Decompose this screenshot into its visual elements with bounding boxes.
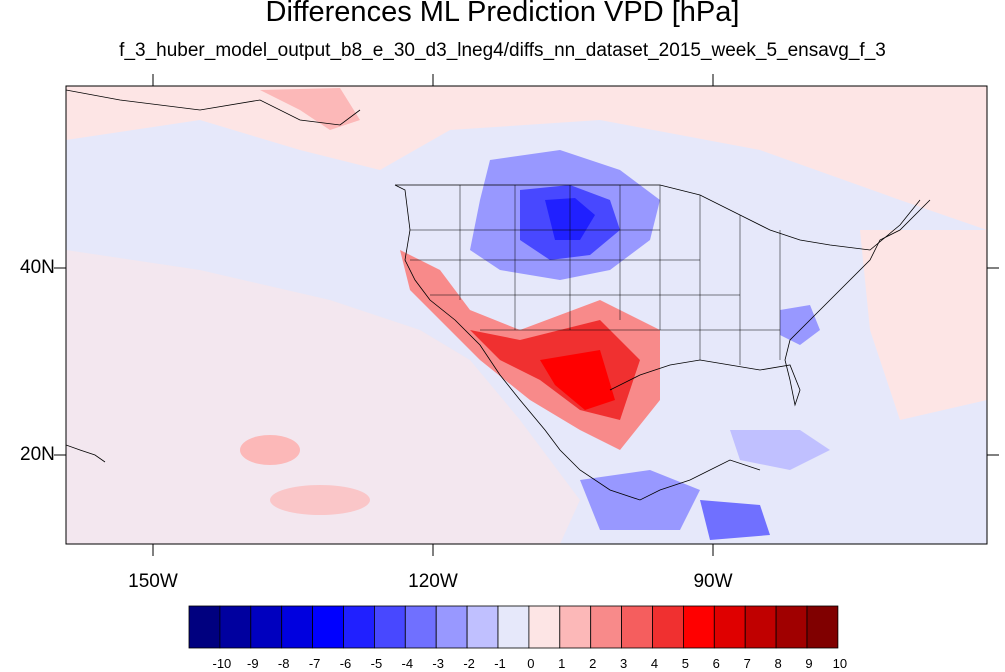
caribbean-blue-patch	[700, 500, 770, 540]
colorbar-label: -6	[339, 656, 352, 671]
colorbar-swatch	[497, 605, 530, 649]
alaska-pink-patch	[260, 88, 360, 130]
colorbar-label: 0	[527, 656, 535, 671]
colorbar-swatch	[466, 605, 499, 649]
colorbar-swatch	[806, 605, 839, 649]
colorbar-label: 7	[743, 656, 751, 671]
colorbar-label: 8	[774, 656, 782, 671]
lat-label-20n: 20N	[20, 444, 55, 465]
colorbar-swatch	[188, 605, 221, 649]
northern-pink-region	[66, 86, 987, 230]
map-title: Differences ML Prediction VPD [hPa]	[265, 0, 740, 28]
colorbar-swatch	[652, 605, 684, 649]
lon-label-90w: 90W	[693, 571, 733, 592]
colorbar-label: -4	[401, 656, 414, 671]
northern-border	[395, 184, 921, 251]
axis-ticks	[54, 74, 999, 556]
pacific-coastline	[394, 184, 761, 501]
colorbar-swatch	[528, 605, 561, 649]
alaska-coastline	[66, 89, 361, 126]
colorbar-swatch	[373, 605, 406, 649]
colorbar-label: 9	[805, 656, 813, 671]
colorbar-swatch	[250, 605, 283, 649]
colorbar-swatch	[683, 605, 715, 649]
carolina-blue-patch	[780, 305, 820, 345]
lon-label-150w: 150W	[128, 571, 178, 592]
colorbar-swatch	[281, 605, 314, 649]
hawaii-islands	[66, 444, 106, 463]
colorbar-swatch	[404, 605, 437, 649]
southwest-pink-region	[66, 250, 580, 544]
colorbar	[188, 605, 839, 649]
colorbar-swatch	[219, 605, 252, 649]
colorbar-label: 1	[558, 656, 566, 671]
colorbar-swatch	[435, 605, 468, 649]
colorbar-swatch	[590, 605, 623, 649]
colorbar-label: -10	[212, 656, 232, 671]
colorbar-swatch	[744, 605, 777, 649]
texas-mexico-red-core	[540, 350, 615, 410]
map-subtitle: f_3_huber_model_output_b8_e_30_d3_lneg4/…	[119, 40, 886, 61]
colorbar-label: -7	[308, 656, 321, 671]
plot-frame	[65, 85, 988, 545]
colorbar-swatch	[559, 605, 592, 649]
colorbar-label: 2	[589, 656, 597, 671]
colorbar-swatch	[621, 605, 653, 649]
colorbar-label: 5	[681, 656, 689, 671]
state-boundaries	[410, 185, 781, 365]
colorbar-label: -3	[432, 656, 444, 671]
colorbar-label: -5	[370, 656, 383, 671]
colorbar-swatch	[775, 605, 808, 649]
gulf-blue-patch	[730, 430, 830, 470]
atlantic-pink-region	[860, 230, 987, 420]
colorbar-label: 4	[650, 656, 659, 671]
colorbar-swatch	[343, 605, 375, 649]
colorbar-swatch	[713, 605, 746, 649]
colorbar-label: 10	[832, 656, 848, 671]
colorbar-label: -1	[494, 656, 506, 671]
colorbar-label: -2	[463, 656, 475, 671]
colorbar-swatch	[312, 605, 344, 649]
lon-label-120w: 120W	[408, 571, 458, 592]
colorbar-label: -9	[247, 656, 259, 671]
colorbar-label: 6	[712, 656, 720, 671]
pacific-pink-patch-south	[270, 485, 370, 515]
lat-label-40n: 40N	[20, 257, 55, 278]
colorbar-label: 3	[619, 656, 628, 671]
colorbar-label: -8	[277, 656, 290, 671]
pacific-pink-patch	[240, 435, 300, 465]
